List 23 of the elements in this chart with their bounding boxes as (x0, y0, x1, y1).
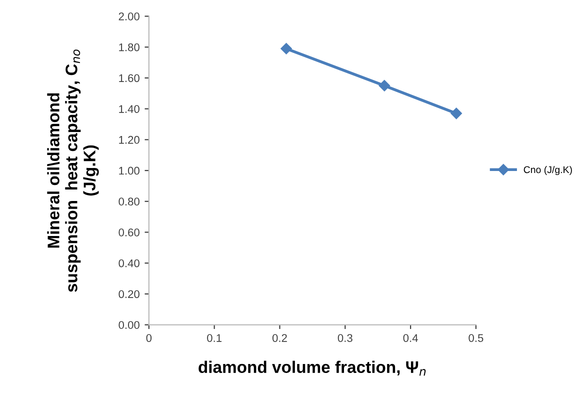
y-tick-label: 2.00 (118, 12, 140, 20)
y-tick-label: 1.40 (119, 105, 140, 113)
point (378, 80, 390, 92)
point (450, 108, 462, 120)
y-tick-label: 1.20 (119, 136, 140, 144)
y-tick-label: 0.00 (118, 321, 140, 329)
x-tick-label: 0.4 (403, 334, 418, 342)
y-tick-label: 0.80 (118, 198, 140, 206)
x-tick-label: 0.2 (272, 334, 287, 342)
legend-label: Cno (J/g.K) (524, 166, 572, 176)
y-tick-label: 1.80 (119, 43, 140, 52)
point (280, 43, 292, 54)
y-tick-label: 0.20 (118, 290, 140, 298)
x-axis-title: diamond volume fraction, Ψ$_{n}$ (198, 360, 426, 376)
y-tick-label: 0.40 (118, 259, 140, 268)
y-tick-label: 1.60 (119, 74, 140, 82)
x-tick-label: 0.5 (468, 334, 484, 342)
x-tick-label: 0.1 (207, 334, 222, 342)
y-tick-label: 1.00 (119, 166, 140, 175)
x-tick-label: 0 (146, 334, 152, 342)
x-tick-label: 0.3 (338, 334, 352, 342)
y-tick-label: 0.60 (118, 228, 140, 236)
text: Mineral oil\diamond suspension heat capacity, C$_{no}$ (J/g.K) (47, 50, 99, 292)
